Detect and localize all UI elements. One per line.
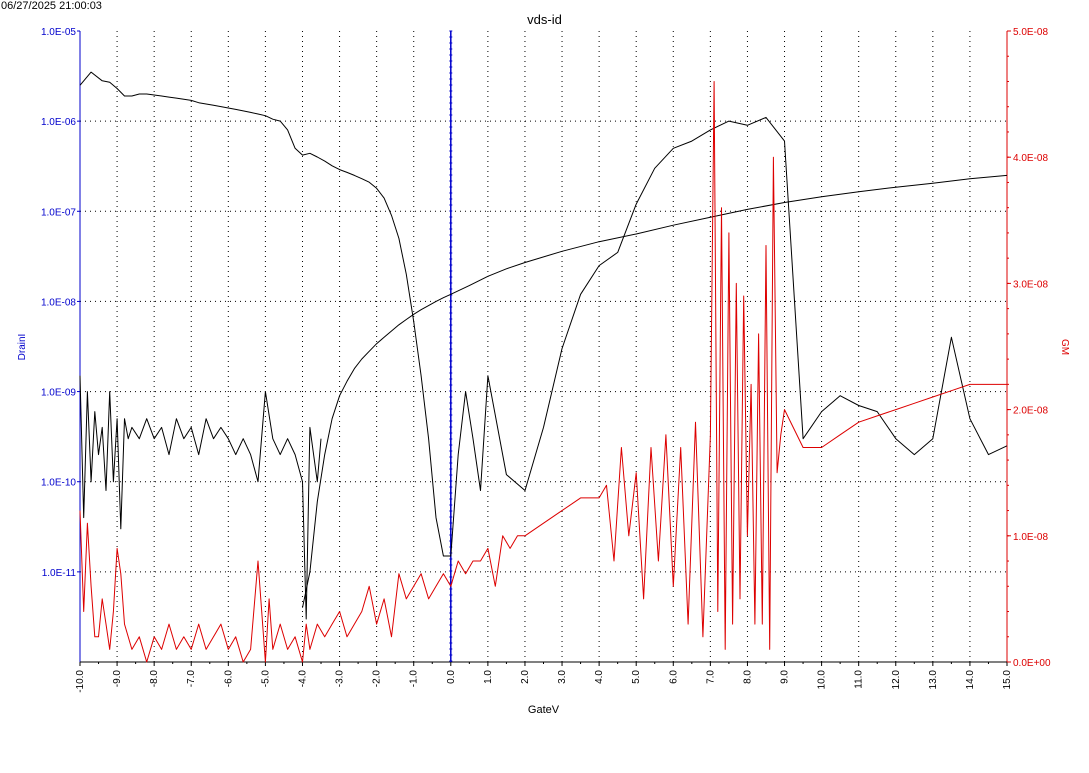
y-tick-label: 1.0E-09 (41, 388, 76, 399)
chart-title: vds-id (527, 12, 562, 27)
x-tick-label: 7.0 (705, 670, 716, 684)
x-tick-label: -7.0 (186, 670, 197, 688)
x-tick-label: 3.0 (557, 670, 568, 684)
x-tick-label: 4.0 (594, 670, 605, 684)
x-tick-label: 10.0 (817, 670, 828, 690)
x-tick-label: 2.0 (520, 670, 531, 684)
x-tick-label: -1.0 (409, 670, 420, 688)
y-tick-label: 1.0E-07 (41, 207, 76, 218)
x-tick-label: 8.0 (742, 670, 753, 684)
x-tick-label: 9.0 (780, 670, 791, 684)
y2-tick-label: 5.0E-08 (1013, 27, 1048, 38)
y-tick-label: 1.0E-05 (41, 27, 76, 38)
y2-tick-label: 0.0E+00 (1013, 658, 1051, 669)
x-tick-label: -10.0 (75, 670, 86, 693)
y2-tick-label: 1.0E-08 (1013, 532, 1048, 543)
y2-tick-label: 4.0E-08 (1013, 153, 1048, 164)
x-tick-label: -9.0 (112, 670, 123, 688)
x-axis-label: GateV (528, 704, 560, 716)
series-3-line (79, 81, 1007, 663)
y2-axis-label: GM (1059, 339, 1070, 355)
x-tick-label: 12.0 (891, 670, 902, 690)
y2-tick-label: 3.0E-08 (1013, 279, 1048, 290)
x-tick-label: -4.0 (297, 670, 308, 688)
y-axis-label: DrainI (17, 334, 28, 361)
x-tick-label: 14.0 (965, 670, 976, 690)
y2-tick-label: 2.0E-08 (1013, 406, 1048, 417)
series-1-line (302, 174, 1008, 608)
x-tick-label: 5.0 (631, 670, 642, 684)
y-tick-label: 1.0E-10 (41, 478, 76, 489)
x-tick-label: -6.0 (223, 670, 234, 688)
x-tick-label: 6.0 (668, 670, 679, 684)
series-2-line (79, 375, 322, 620)
x-tick-label: -2.0 (372, 670, 383, 688)
y-tick-label: 1.0E-08 (41, 297, 76, 308)
x-tick-label: -3.0 (335, 670, 346, 688)
x-tick-label: -8.0 (149, 670, 160, 688)
y-tick-label: 1.0E-11 (42, 568, 77, 579)
y-tick-label: 1.0E-06 (41, 117, 76, 128)
x-tick-label: 0.0 (446, 670, 457, 684)
x-tick-label: 15.0 (1002, 670, 1013, 690)
x-tick-label: -5.0 (260, 670, 271, 688)
timestamp: 06/27/2025 21:00:03 (1, 0, 102, 12)
x-tick-label: 13.0 (928, 670, 939, 690)
x-tick-label: 1.0 (483, 670, 494, 684)
x-tick-label: 11.0 (854, 670, 865, 689)
series-0-line (79, 71, 1008, 557)
